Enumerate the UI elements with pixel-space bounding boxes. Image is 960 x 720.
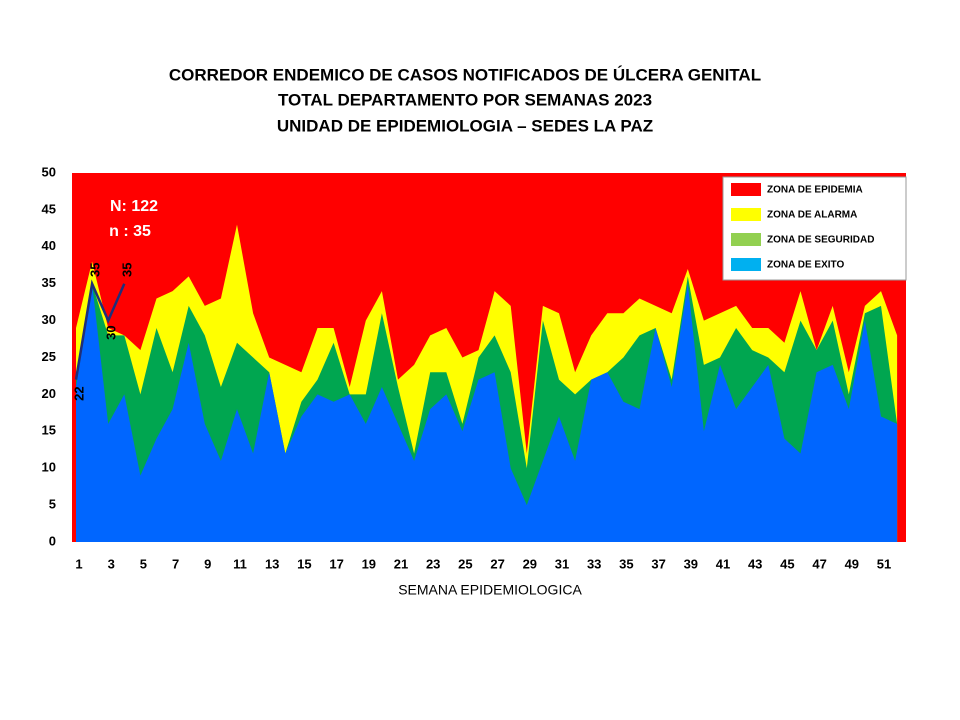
x-tick-label: 19 bbox=[362, 556, 376, 571]
title-line: CORREDOR ENDEMICO DE CASOS NOTIFICADOS D… bbox=[169, 65, 761, 84]
x-tick-label: 29 bbox=[523, 556, 537, 571]
x-tick-label: 11 bbox=[233, 556, 247, 571]
data-label: 35 bbox=[88, 262, 103, 276]
x-axis-label: SEMANA EPIDEMIOLOGICA bbox=[398, 582, 582, 598]
x-tick-label: 5 bbox=[140, 556, 147, 571]
plot bbox=[72, 173, 906, 542]
x-tick-label: 15 bbox=[297, 556, 311, 571]
x-tick-label: 25 bbox=[458, 556, 472, 571]
y-tick-label: 40 bbox=[42, 238, 56, 253]
x-tick-label: 33 bbox=[587, 556, 601, 571]
title-line: UNIDAD DE EPIDEMIOLOGIA – SEDES LA PAZ bbox=[277, 116, 653, 135]
x-tick-label: 13 bbox=[265, 556, 279, 571]
title-line: TOTAL DEPARTAMENTO POR SEMANAS 2023 bbox=[278, 90, 652, 109]
x-tick-label: 1 bbox=[75, 556, 82, 571]
x-tick-label: 27 bbox=[490, 556, 504, 571]
data-label: 35 bbox=[120, 262, 135, 276]
legend-label: ZONA DE SEGURIDAD bbox=[767, 235, 874, 246]
x-tick-label: 41 bbox=[716, 556, 730, 571]
y-tick-label: 25 bbox=[42, 349, 56, 364]
x-tick-label: 49 bbox=[845, 556, 859, 571]
y-tick-label: 5 bbox=[49, 497, 56, 512]
y-tick-label: 50 bbox=[42, 164, 56, 179]
x-tick-label: 45 bbox=[780, 556, 794, 571]
x-tick-label: 3 bbox=[108, 556, 115, 571]
annotation: N: 122 bbox=[110, 198, 158, 215]
x-tick-label: 9 bbox=[204, 556, 211, 571]
area bbox=[76, 283, 898, 542]
legend-label: ZONA DE EPIDEMIA bbox=[767, 185, 863, 196]
line bbox=[74, 279, 126, 380]
x-tick-label: 31 bbox=[555, 556, 569, 571]
x-tick-label: 21 bbox=[394, 556, 408, 571]
x-tick-label: 51 bbox=[877, 556, 891, 571]
y-tick-label: 0 bbox=[49, 533, 56, 548]
x-tick-label: 17 bbox=[329, 556, 343, 571]
legend-label: ZONA DE ALARMA bbox=[767, 210, 857, 221]
y-tick-label: 35 bbox=[42, 275, 56, 290]
x-tick-label: 35 bbox=[619, 556, 633, 571]
legend-swatch bbox=[731, 258, 761, 271]
y-tick-label: 30 bbox=[42, 312, 56, 327]
x-tick-label: 23 bbox=[426, 556, 440, 571]
legend-swatch bbox=[731, 183, 761, 196]
legend-label: ZONA DE EXITO bbox=[767, 260, 844, 271]
y-tick-label: 10 bbox=[42, 460, 56, 475]
y-tick-label: 45 bbox=[42, 201, 56, 216]
x-tick-label: 47 bbox=[812, 556, 826, 571]
x-tick-label: 37 bbox=[651, 556, 665, 571]
y-tick-label: 15 bbox=[42, 423, 56, 438]
legend-swatch bbox=[731, 233, 761, 246]
y-tick-label: 20 bbox=[42, 386, 56, 401]
data-label: 30 bbox=[104, 325, 119, 339]
x-tick-label: 7 bbox=[172, 556, 179, 571]
data-label: 22 bbox=[71, 386, 86, 400]
annotation: n : 35 bbox=[109, 223, 151, 240]
x-tick-label: 43 bbox=[748, 556, 762, 571]
x-tick-label: 39 bbox=[684, 556, 698, 571]
legend-swatch bbox=[731, 208, 761, 221]
